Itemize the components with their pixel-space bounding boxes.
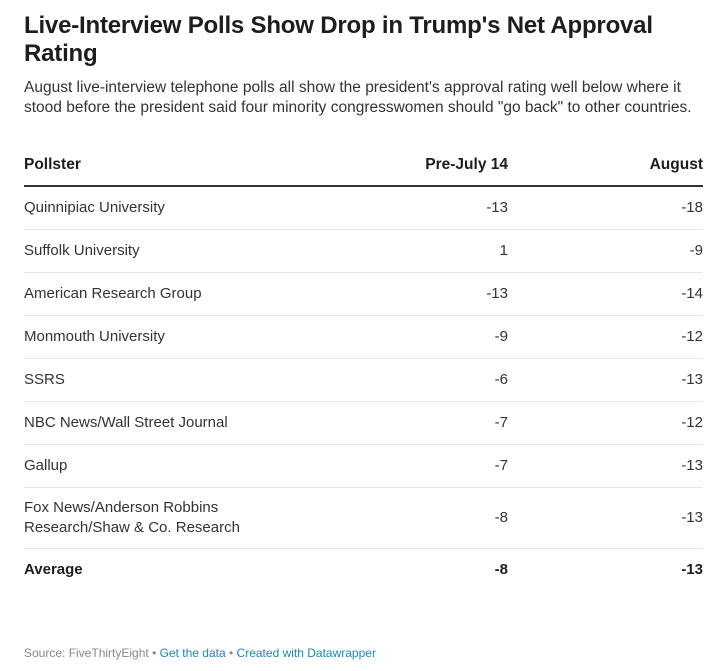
pollster-cell: Gallup (24, 444, 344, 488)
august-cell: -13 (508, 444, 703, 488)
footer-separator: • (152, 646, 157, 660)
pre-july-cell: 1 (344, 229, 508, 273)
pre-july-cell: -7 (344, 444, 508, 488)
table-row: Fox News/Anderson Robbins Research/Shaw … (24, 487, 703, 549)
table-row: Monmouth University -9 -12 (24, 315, 703, 359)
table-row: NBC News/Wall Street Journal -7 -12 (24, 401, 703, 445)
august-cell: -12 (508, 315, 703, 359)
poll-table: Pollster Pre-July 14 August Quinnipiac U… (24, 155, 703, 591)
pollster-cell: Quinnipiac University (24, 186, 344, 230)
average-pre-july: -8 (494, 561, 508, 578)
pre-july-cell: -13 (344, 272, 508, 316)
pre-july-cell: -6 (344, 358, 508, 402)
pollster-cell: American Research Group (24, 272, 344, 316)
chart-subtitle: August live-interview telephone polls al… (24, 79, 692, 116)
average-row: Average -8 -13 (24, 549, 703, 592)
pre-july-cell: -9 (344, 315, 508, 359)
august-cell: -9 (508, 229, 703, 273)
get-data-link[interactable]: Get the data (159, 646, 226, 660)
footer-separator: • (229, 646, 234, 660)
chart-title: Live-Interview Polls Show Drop in Trump'… (24, 12, 653, 67)
average-august: -13 (681, 561, 703, 578)
table-row: Suffolk University 1 -9 (24, 229, 703, 273)
chart-footer: Source: FiveThirtyEight • Get the data •… (24, 645, 376, 661)
datawrapper-link[interactable]: Created with Datawrapper (236, 646, 376, 660)
table-row: American Research Group -13 -14 (24, 272, 703, 316)
table-row: Quinnipiac University -13 -18 (24, 186, 703, 230)
pollster-cell: Suffolk University (24, 229, 344, 273)
august-cell: -18 (508, 186, 703, 230)
table-row: Gallup -7 -13 (24, 444, 703, 488)
column-header-august[interactable]: August (508, 155, 703, 187)
column-header-pollster[interactable]: Pollster (24, 155, 344, 187)
column-header-pre-july[interactable]: Pre-July 14 (344, 155, 508, 187)
august-cell: -14 (508, 272, 703, 316)
august-cell: -13 (508, 487, 703, 549)
pollster-cell: Monmouth University (24, 315, 344, 359)
source-text: Source: FiveThirtyEight (24, 646, 149, 660)
pollster-cell: NBC News/Wall Street Journal (24, 401, 344, 445)
table-row: SSRS -6 -13 (24, 358, 703, 402)
pollster-cell: SSRS (24, 358, 344, 402)
pre-july-cell: -13 (344, 186, 508, 230)
pre-july-cell: -7 (344, 401, 508, 445)
august-cell: -12 (508, 401, 703, 445)
table-header-row: Pollster Pre-July 14 August (24, 155, 703, 187)
average-label: Average (24, 561, 83, 578)
pollster-cell: Fox News/Anderson Robbins Research/Shaw … (24, 487, 344, 549)
pre-july-cell: -8 (344, 487, 508, 549)
august-cell: -13 (508, 358, 703, 402)
